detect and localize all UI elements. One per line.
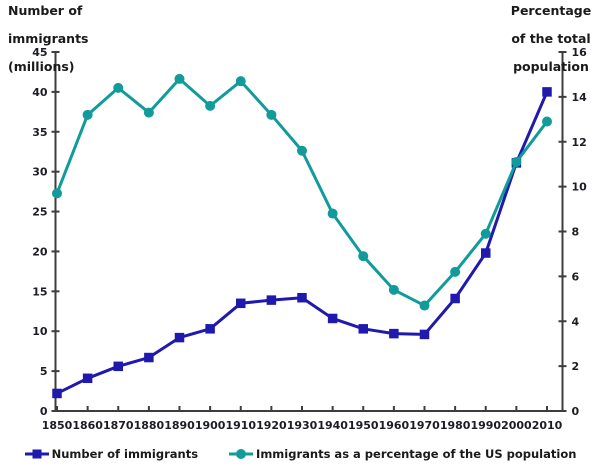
data-point-marker (419, 329, 430, 340)
data-point-marker (205, 100, 216, 111)
x-axis-year-label: 1920 (256, 419, 287, 432)
right-axis-tick-label: 2 (572, 360, 580, 373)
data-point-marker (82, 109, 93, 120)
x-axis-year-label: 2000 (501, 419, 532, 432)
left-axis-tick-label: 20 (32, 245, 48, 258)
right-axis-tick-label: 10 (572, 181, 588, 194)
legend-label-percentage: Immigrants as a percentage of the US pop… (256, 447, 577, 461)
left-axis-title: Number of immigrants (millions) (8, 4, 88, 74)
x-axis-year-label: 1860 (72, 419, 103, 432)
right-axis-tick-label: 14 (572, 91, 588, 104)
data-point-marker (235, 76, 246, 87)
data-point-marker (542, 87, 552, 97)
left-axis-tick-label: 25 (32, 206, 47, 219)
data-point-marker (388, 284, 399, 295)
x-axis-year-label: 1970 (409, 419, 440, 432)
left-axis-tick-label: 35 (32, 126, 47, 139)
data-point-marker (297, 145, 307, 156)
legend-entry-immigrants: Number of immigrants (24, 447, 198, 461)
data-point-marker (113, 361, 123, 372)
left-axis-tick-label: 45 (32, 46, 47, 59)
data-point-marker (52, 188, 62, 199)
data-point-marker (174, 332, 185, 343)
data-point-marker (327, 313, 338, 324)
data-point-marker (82, 373, 93, 384)
right-axis-title-line: of the total (511, 31, 591, 46)
left-axis-tick-label: 15 (32, 285, 47, 298)
x-axis-year-label: 1890 (164, 419, 195, 432)
right-axis-title-line: Percentage (510, 3, 592, 18)
right-axis-title-line: population (513, 59, 589, 74)
left-axis-title-line: (millions) (8, 59, 75, 74)
data-point-marker (113, 82, 124, 93)
data-point-marker (358, 251, 369, 262)
series-line-immigrants (55, 90, 549, 395)
right-axis-title: Percentage of the total population (505, 4, 597, 74)
left-axis-tick-label: 0 (40, 405, 48, 418)
right-axis-tick-label: 6 (572, 270, 580, 283)
x-axis-year-label: 1910 (225, 419, 256, 432)
left-axis-title-line: Number of (8, 3, 83, 18)
x-axis-year-label: 1870 (103, 419, 134, 432)
x-axis-year-label: 1960 (379, 419, 410, 432)
data-point-marker (450, 266, 461, 277)
data-point-marker (511, 156, 522, 167)
data-point-marker (143, 107, 154, 118)
data-point-marker (236, 298, 246, 309)
right-axis-tick-label: 8 (572, 226, 580, 239)
data-point-marker (542, 116, 552, 127)
data-point-marker (389, 328, 399, 339)
data-point-marker (327, 208, 338, 219)
x-axis-year-label: 1980 (440, 419, 471, 432)
right-axis-tick-label: 0 (572, 405, 580, 418)
legend-entry-percentage: Immigrants as a percentage of the US pop… (228, 447, 576, 461)
x-axis-year-label: 1900 (195, 419, 226, 432)
x-axis-year-label: 1880 (134, 419, 165, 432)
x-axis-year-label: 2010 (532, 419, 563, 432)
data-point-marker (52, 388, 62, 399)
left-axis-tick-label: 5 (40, 365, 48, 378)
right-axis-tick-label: 16 (572, 46, 588, 59)
right-axis-tick-label: 12 (572, 136, 587, 149)
left-axis-tick-label: 40 (32, 86, 48, 99)
data-point-marker (358, 324, 368, 334)
left-axis-tick-label: 30 (32, 166, 48, 179)
data-point-marker (205, 324, 215, 334)
left-axis-tick-label: 10 (32, 325, 48, 338)
x-axis-year-label: 1930 (287, 419, 318, 432)
x-axis-year-label: 1950 (348, 419, 379, 432)
data-point-marker (174, 73, 185, 84)
data-point-marker (266, 109, 277, 120)
data-point-marker (266, 295, 277, 305)
data-point-marker (480, 228, 491, 239)
data-point-marker (450, 293, 460, 304)
circle-marker-icon (228, 448, 254, 460)
data-point-marker (419, 300, 430, 311)
chart-legend: Number of immigrants Immigrants as a per… (0, 444, 600, 464)
x-axis-year-label: 1850 (42, 419, 73, 432)
data-point-marker (481, 248, 491, 258)
right-axis-tick-label: 4 (572, 315, 580, 328)
square-marker-icon (24, 448, 50, 460)
x-axis-year-label: 1940 (317, 419, 348, 432)
legend-label-immigrants: Number of immigrants (51, 447, 199, 461)
left-axis-title-line: immigrants (8, 31, 89, 46)
x-axis-year-label: 1990 (470, 419, 501, 432)
data-point-marker (144, 352, 154, 363)
data-point-marker (297, 292, 307, 303)
